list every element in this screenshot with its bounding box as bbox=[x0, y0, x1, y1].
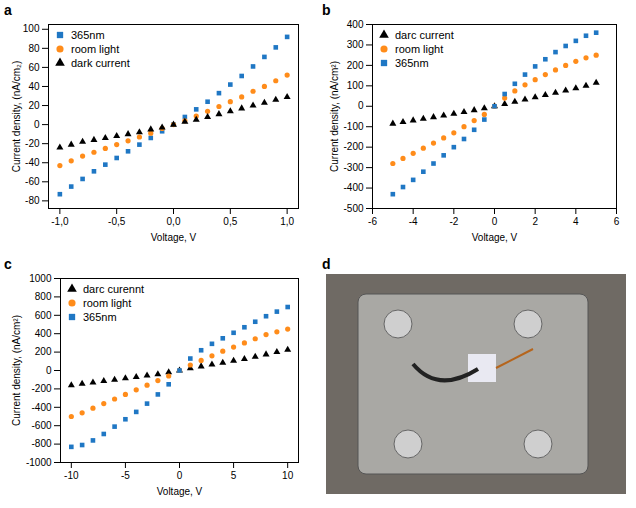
svg-text:100: 100 bbox=[23, 23, 40, 34]
html-text:365nm: 365nm bbox=[395, 57, 429, 69]
svg-text:200: 200 bbox=[35, 346, 52, 357]
html-text:room light: room light bbox=[71, 43, 120, 55]
svg-text:-40: -40 bbox=[25, 157, 40, 168]
svg-text:-80: -80 bbox=[25, 195, 40, 206]
html-text:room light: room light bbox=[83, 297, 132, 309]
svg-text:-200: -200 bbox=[31, 383, 51, 394]
svg-text:-4: -4 bbox=[409, 216, 418, 227]
svg-text:300: 300 bbox=[347, 39, 364, 50]
svg-text:400: 400 bbox=[347, 19, 364, 30]
svg-text:1000: 1000 bbox=[29, 273, 52, 284]
svg-text:0: 0 bbox=[46, 365, 52, 376]
html-text:darc current: darc current bbox=[395, 29, 454, 41]
svg-text:800: 800 bbox=[35, 291, 52, 302]
svg-text:5: 5 bbox=[231, 470, 237, 481]
svg-text:400: 400 bbox=[35, 328, 52, 339]
svg-text:-600: -600 bbox=[31, 420, 51, 431]
svg-text:2: 2 bbox=[532, 216, 538, 227]
html-text:c: c bbox=[4, 256, 12, 272]
svg-text:-400: -400 bbox=[31, 402, 51, 413]
svg-text:-1,0: -1,0 bbox=[51, 216, 69, 227]
html-text:dark current: dark current bbox=[71, 57, 130, 69]
svg-text:Voltage, V: Voltage, V bbox=[472, 232, 518, 243]
html-text:b: b bbox=[322, 2, 331, 18]
svg-text:-10: -10 bbox=[64, 470, 79, 481]
html-text:365nm: 365nm bbox=[83, 311, 117, 323]
svg-text:-300: -300 bbox=[343, 162, 363, 173]
svg-text:-100: -100 bbox=[343, 121, 363, 132]
svg-text:-6: -6 bbox=[368, 216, 377, 227]
svg-text:-800: -800 bbox=[31, 438, 51, 449]
html-text:365nm: 365nm bbox=[71, 29, 105, 41]
svg-text:0,5: 0,5 bbox=[223, 216, 237, 227]
svg-text:-1000: -1000 bbox=[26, 457, 52, 468]
svg-text:-0,5: -0,5 bbox=[108, 216, 126, 227]
svg-text:0: 0 bbox=[34, 119, 40, 130]
svg-text:600: 600 bbox=[35, 310, 52, 321]
html-text:darc curennt: darc curennt bbox=[83, 283, 145, 295]
html-text:room light: room light bbox=[395, 43, 444, 55]
svg-text:-500: -500 bbox=[343, 203, 363, 214]
svg-text:100: 100 bbox=[347, 80, 364, 91]
html-text:a: a bbox=[4, 2, 12, 18]
svg-text:10: 10 bbox=[282, 470, 294, 481]
svg-text:-20: -20 bbox=[25, 138, 40, 149]
svg-text:0: 0 bbox=[492, 216, 498, 227]
svg-text:Current density, (nA/cm₂): Current density, (nA/cm₂) bbox=[11, 61, 22, 173]
svg-text:Voltage, V: Voltage, V bbox=[151, 232, 197, 243]
svg-text:20: 20 bbox=[28, 100, 40, 111]
svg-text:-2: -2 bbox=[449, 216, 458, 227]
svg-text:Voltage, V: Voltage, V bbox=[157, 486, 203, 497]
svg-text:60: 60 bbox=[28, 62, 40, 73]
svg-text:Current density, (nA/cm²): Current density, (nA/cm²) bbox=[11, 315, 22, 426]
svg-text:0: 0 bbox=[177, 470, 183, 481]
svg-text:-5: -5 bbox=[121, 470, 130, 481]
svg-text:80: 80 bbox=[28, 43, 40, 54]
svg-text:40: 40 bbox=[28, 81, 40, 92]
svg-text:-60: -60 bbox=[25, 176, 40, 187]
svg-text:Current density, (nA/cm²): Current density, (nA/cm²) bbox=[329, 61, 340, 172]
svg-text:4: 4 bbox=[573, 216, 579, 227]
svg-text:200: 200 bbox=[347, 60, 364, 71]
svg-text:0,0: 0,0 bbox=[167, 216, 181, 227]
svg-text:0: 0 bbox=[358, 100, 364, 111]
html-text:d: d bbox=[322, 256, 331, 272]
svg-text:1,0: 1,0 bbox=[280, 216, 294, 227]
svg-text:-200: -200 bbox=[343, 141, 363, 152]
svg-text:6: 6 bbox=[614, 216, 620, 227]
svg-text:-400: -400 bbox=[343, 182, 363, 193]
